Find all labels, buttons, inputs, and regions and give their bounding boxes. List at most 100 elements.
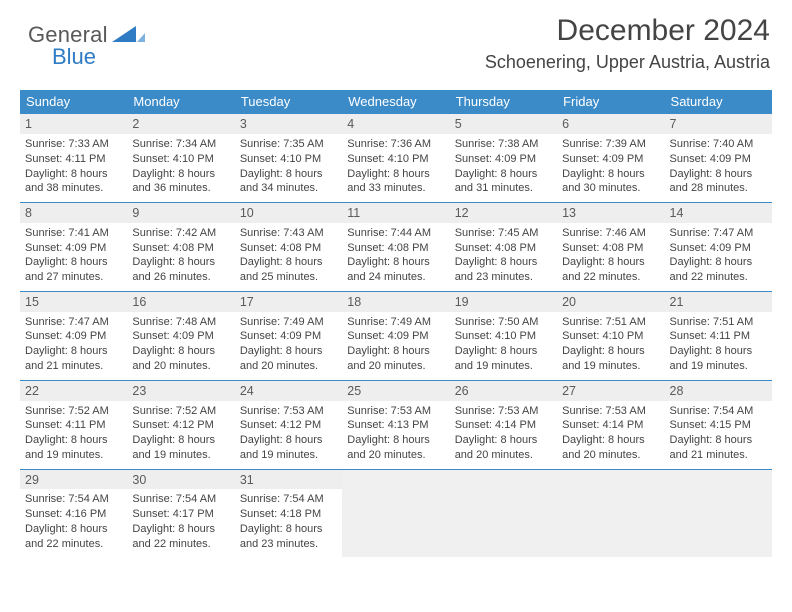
- day-number: 8: [25, 205, 122, 222]
- day-cell: Sunrise: 7:39 AMSunset: 4:09 PMDaylight:…: [557, 134, 664, 202]
- day-cell: Sunrise: 7:52 AMSunset: 4:11 PMDaylight:…: [20, 401, 127, 469]
- daylight-line: Daylight: 8 hours and 22 minutes.: [562, 255, 659, 285]
- day-number: 18: [347, 294, 444, 311]
- day-number-cell: 25: [342, 381, 449, 401]
- day-cell: Sunrise: 7:45 AMSunset: 4:08 PMDaylight:…: [450, 223, 557, 291]
- sunset-line: Sunset: 4:17 PM: [132, 507, 229, 522]
- daylight-line: Daylight: 8 hours and 28 minutes.: [670, 167, 767, 197]
- day-number-row: 22232425262728: [20, 380, 772, 401]
- daylight-line: Daylight: 8 hours and 19 minutes.: [132, 433, 229, 463]
- logo: General Blue: [28, 22, 108, 70]
- sunrise-line: Sunrise: 7:38 AM: [455, 137, 552, 152]
- day-cell: Sunrise: 7:53 AMSunset: 4:13 PMDaylight:…: [342, 401, 449, 469]
- sunset-line: Sunset: 4:09 PM: [670, 152, 767, 167]
- sunrise-line: Sunrise: 7:53 AM: [347, 404, 444, 419]
- sunset-line: Sunset: 4:09 PM: [670, 241, 767, 256]
- sunset-line: Sunset: 4:14 PM: [562, 418, 659, 433]
- sunrise-line: Sunrise: 7:34 AM: [132, 137, 229, 152]
- day-number: 26: [455, 383, 552, 400]
- day-number-cell: 10: [235, 203, 342, 223]
- day-number-cell: 21: [665, 292, 772, 312]
- sunset-line: Sunset: 4:10 PM: [562, 329, 659, 344]
- day-number: 13: [562, 205, 659, 222]
- day-number-cell: [665, 470, 772, 490]
- daylight-line: Daylight: 8 hours and 23 minutes.: [455, 255, 552, 285]
- daylight-line: Daylight: 8 hours and 19 minutes.: [240, 433, 337, 463]
- day-cell: Sunrise: 7:54 AMSunset: 4:16 PMDaylight:…: [20, 489, 127, 557]
- day-number-cell: 8: [20, 203, 127, 223]
- day-number: 30: [132, 472, 229, 489]
- daylight-line: Daylight: 8 hours and 30 minutes.: [562, 167, 659, 197]
- sunset-line: Sunset: 4:08 PM: [562, 241, 659, 256]
- calendar: Sunday Monday Tuesday Wednesday Thursday…: [20, 90, 772, 557]
- sunrise-line: Sunrise: 7:53 AM: [240, 404, 337, 419]
- dow-row: Sunday Monday Tuesday Wednesday Thursday…: [20, 90, 772, 114]
- sunrise-line: Sunrise: 7:54 AM: [132, 492, 229, 507]
- day-number-cell: 18: [342, 292, 449, 312]
- day-number-cell: 24: [235, 381, 342, 401]
- day-number-cell: 26: [450, 381, 557, 401]
- daylight-line: Daylight: 8 hours and 21 minutes.: [670, 433, 767, 463]
- day-number: 29: [25, 472, 122, 489]
- day-number: 17: [240, 294, 337, 311]
- daylight-line: Daylight: 8 hours and 19 minutes.: [25, 433, 122, 463]
- daylight-line: Daylight: 8 hours and 21 minutes.: [25, 344, 122, 374]
- day-number-cell: 4: [342, 114, 449, 134]
- daylight-line: Daylight: 8 hours and 36 minutes.: [132, 167, 229, 197]
- sunrise-line: Sunrise: 7:54 AM: [25, 492, 122, 507]
- day-number-cell: 15: [20, 292, 127, 312]
- sunrise-line: Sunrise: 7:47 AM: [25, 315, 122, 330]
- dow-thursday: Thursday: [450, 90, 557, 114]
- day-number-cell: 13: [557, 203, 664, 223]
- sunrise-line: Sunrise: 7:49 AM: [240, 315, 337, 330]
- sunset-line: Sunset: 4:09 PM: [25, 329, 122, 344]
- sunset-line: Sunset: 4:10 PM: [347, 152, 444, 167]
- day-cell: Sunrise: 7:50 AMSunset: 4:10 PMDaylight:…: [450, 312, 557, 380]
- day-number-cell: 3: [235, 114, 342, 134]
- day-number: 25: [347, 383, 444, 400]
- daylight-line: Daylight: 8 hours and 19 minutes.: [455, 344, 552, 374]
- day-number-cell: 2: [127, 114, 234, 134]
- sunset-line: Sunset: 4:11 PM: [670, 329, 767, 344]
- daylight-line: Daylight: 8 hours and 19 minutes.: [562, 344, 659, 374]
- sunrise-line: Sunrise: 7:53 AM: [562, 404, 659, 419]
- day-number-cell: 29: [20, 470, 127, 490]
- daylight-line: Daylight: 8 hours and 20 minutes.: [240, 344, 337, 374]
- daylight-line: Daylight: 8 hours and 20 minutes.: [132, 344, 229, 374]
- day-cell: Sunrise: 7:46 AMSunset: 4:08 PMDaylight:…: [557, 223, 664, 291]
- day-number-row: 15161718192021: [20, 291, 772, 312]
- day-cell: Sunrise: 7:47 AMSunset: 4:09 PMDaylight:…: [665, 223, 772, 291]
- day-number-cell: [342, 470, 449, 490]
- day-number: 23: [132, 383, 229, 400]
- daylight-line: Daylight: 8 hours and 22 minutes.: [132, 522, 229, 552]
- day-cell: Sunrise: 7:53 AMSunset: 4:14 PMDaylight:…: [450, 401, 557, 469]
- dow-monday: Monday: [127, 90, 234, 114]
- day-cell: Sunrise: 7:47 AMSunset: 4:09 PMDaylight:…: [20, 312, 127, 380]
- day-cell: Sunrise: 7:54 AMSunset: 4:17 PMDaylight:…: [127, 489, 234, 557]
- day-number-cell: 22: [20, 381, 127, 401]
- day-cell: [557, 489, 664, 557]
- day-number: 14: [670, 205, 767, 222]
- day-number-cell: 20: [557, 292, 664, 312]
- day-body-row: Sunrise: 7:47 AMSunset: 4:09 PMDaylight:…: [20, 312, 772, 380]
- sunrise-line: Sunrise: 7:46 AM: [562, 226, 659, 241]
- sunrise-line: Sunrise: 7:44 AM: [347, 226, 444, 241]
- day-cell: Sunrise: 7:34 AMSunset: 4:10 PMDaylight:…: [127, 134, 234, 202]
- day-number: 10: [240, 205, 337, 222]
- sunrise-line: Sunrise: 7:39 AM: [562, 137, 659, 152]
- daylight-line: Daylight: 8 hours and 27 minutes.: [25, 255, 122, 285]
- sunrise-line: Sunrise: 7:50 AM: [455, 315, 552, 330]
- sunrise-line: Sunrise: 7:52 AM: [132, 404, 229, 419]
- sunset-line: Sunset: 4:11 PM: [25, 418, 122, 433]
- sunset-line: Sunset: 4:15 PM: [670, 418, 767, 433]
- day-number-cell: 1: [20, 114, 127, 134]
- page: General Blue December 2024 Schoenering, …: [0, 0, 792, 612]
- dow-sunday: Sunday: [20, 90, 127, 114]
- daylight-line: Daylight: 8 hours and 25 minutes.: [240, 255, 337, 285]
- sunrise-line: Sunrise: 7:47 AM: [670, 226, 767, 241]
- sunrise-line: Sunrise: 7:36 AM: [347, 137, 444, 152]
- day-number: 9: [132, 205, 229, 222]
- day-cell: Sunrise: 7:48 AMSunset: 4:09 PMDaylight:…: [127, 312, 234, 380]
- daylight-line: Daylight: 8 hours and 20 minutes.: [455, 433, 552, 463]
- day-number: 16: [132, 294, 229, 311]
